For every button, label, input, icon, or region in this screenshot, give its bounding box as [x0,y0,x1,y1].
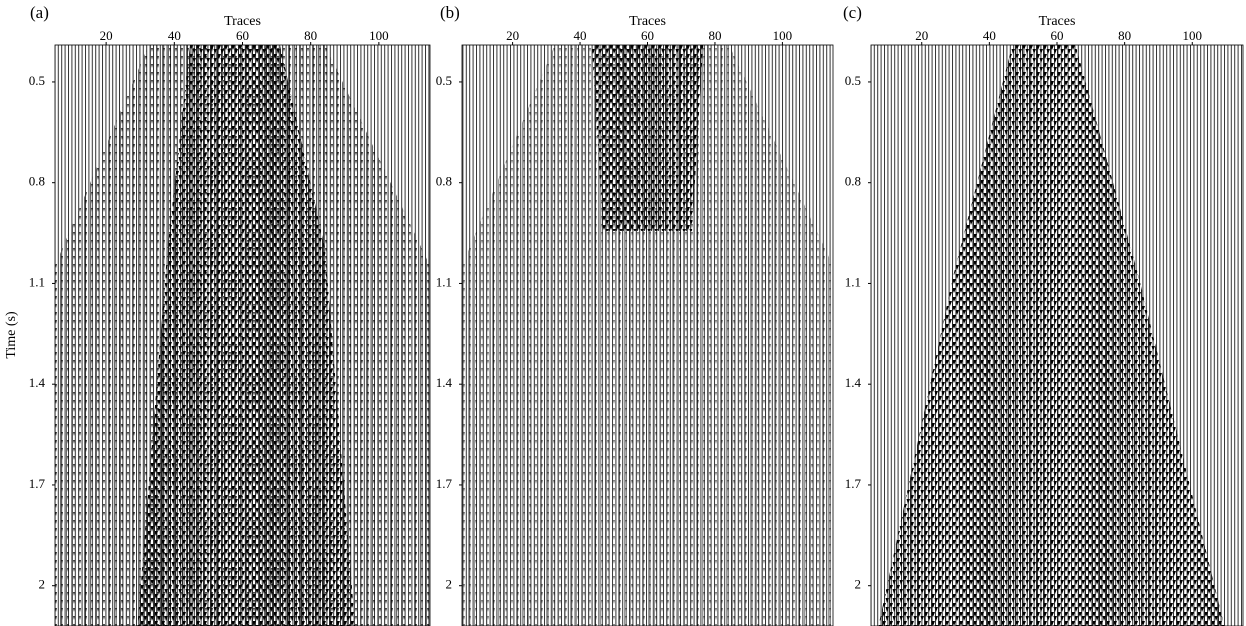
x-tick-label: 100 [1183,28,1203,43]
y-tick-label: 1.7 [845,476,862,491]
y-tick-label: 0.5 [29,73,45,88]
x-axis-label: Traces [629,14,666,29]
x-tick-label: 40 [168,28,181,43]
x-tick-label: 20 [100,28,113,43]
y-tick-label: 0.8 [436,174,452,189]
x-tick-label: 20 [915,28,928,43]
y-tick-label: 1.4 [29,375,46,390]
y-tick-label: 0.8 [29,174,45,189]
x-tick-label: 40 [983,28,996,43]
y-axis-label: Time (s) [4,311,19,359]
y-tick-label: 1.1 [436,274,452,289]
y-tick-label: 1.4 [436,375,453,390]
x-tick-label: 60 [641,28,654,43]
y-tick-label: 0.5 [845,73,861,88]
panel: (b) Traces 20 40 60 80 100 0.5 0.8 1.1 1.4 1.7 2 [436,3,833,626]
figure: (a) Traces Time (s) 20 40 60 80 100 0.5 0.8 1.1 1.4… [0,0,1246,626]
y-tick-label: 1.4 [845,375,862,390]
energy-zone [592,45,703,231]
x-tick-label: 80 [708,28,721,43]
y-tick-label: 0.5 [436,73,452,88]
x-axis-label: Traces [1039,14,1076,29]
y-tick-label: 2 [446,577,453,592]
x-tick-label: 100 [369,28,389,43]
y-tick-label: 1.7 [436,476,453,491]
x-tick-label: 20 [506,28,519,43]
y-tick-label: 1.1 [29,274,45,289]
panel-label: (b) [440,3,460,22]
x-tick-label: 60 [236,28,249,43]
panel: (c) Traces 20 40 60 80 100 0.5 0.8 1.1 1.4 1.7 2 [843,3,1243,626]
panel-label: (a) [30,3,49,22]
x-tick-label: 80 [304,28,317,43]
panel-label: (c) [843,3,862,22]
y-tick-label: 1.7 [29,476,46,491]
y-tick-label: 1.1 [845,274,861,289]
panel: (a) Traces Time (s) 20 40 60 80 100 0.5 0.8 1.1 1.4… [4,3,430,626]
y-tick-label: 2 [39,577,46,592]
x-tick-label: 60 [1051,28,1064,43]
y-tick-label: 0.8 [845,174,861,189]
x-tick-label: 80 [1118,28,1131,43]
y-tick-label: 2 [855,577,862,592]
x-axis-label: Traces [224,14,261,29]
x-tick-label: 100 [773,28,793,43]
x-tick-label: 40 [574,28,587,43]
